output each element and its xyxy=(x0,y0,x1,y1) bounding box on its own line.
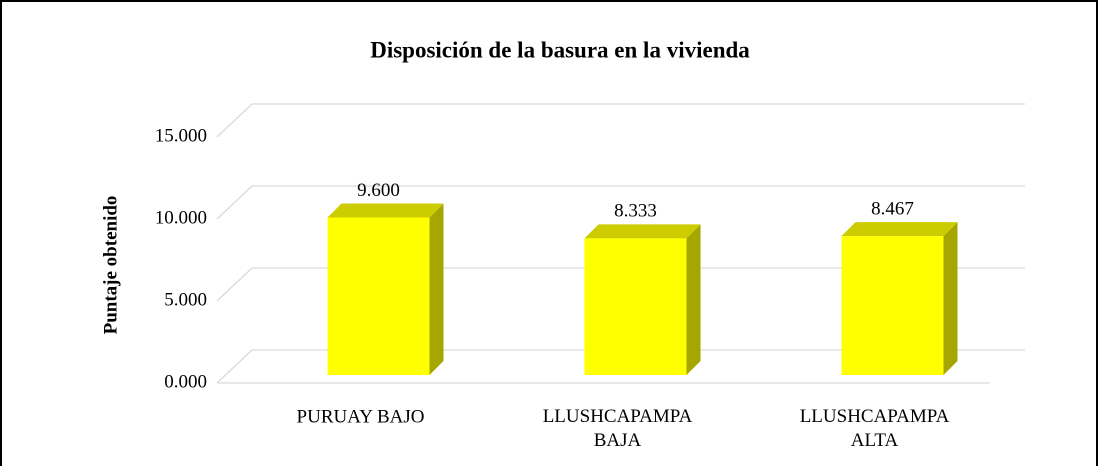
bar-top xyxy=(841,222,958,237)
chart-title: Disposición de la basura en la vivienda xyxy=(370,37,750,62)
grid-line xyxy=(216,349,1025,384)
bar-top xyxy=(584,224,701,239)
bar-side xyxy=(686,224,701,375)
bar-front xyxy=(584,238,687,375)
y-tick-label: 15.000 xyxy=(155,125,207,146)
y-tick-label: 0.000 xyxy=(164,371,207,392)
bar-side xyxy=(943,222,958,375)
bar xyxy=(327,203,444,375)
bar xyxy=(584,224,701,375)
x-tick-label: LLUSHCAPAMPA ALTA xyxy=(800,406,950,451)
bar-front xyxy=(841,236,944,375)
bar xyxy=(841,222,958,375)
y-tick-label: 10.000 xyxy=(155,207,207,228)
x-tick-label: PURUAY BAJO xyxy=(297,406,425,427)
bar-top xyxy=(327,203,444,218)
bar-side xyxy=(429,203,444,375)
y-tick-label: 5.000 xyxy=(164,289,207,310)
bar-front xyxy=(327,217,430,375)
y-axis-title: Puntaje obtenido xyxy=(100,196,121,335)
value-label: 9.600 xyxy=(357,180,400,201)
grid-line xyxy=(216,103,1025,138)
grid-line xyxy=(216,185,1025,220)
grid-line xyxy=(216,267,1025,302)
value-label: 8.333 xyxy=(614,201,657,222)
x-tick-label: LLUSHCAPAMPA BAJA xyxy=(543,406,693,451)
value-label: 8.467 xyxy=(871,199,914,220)
